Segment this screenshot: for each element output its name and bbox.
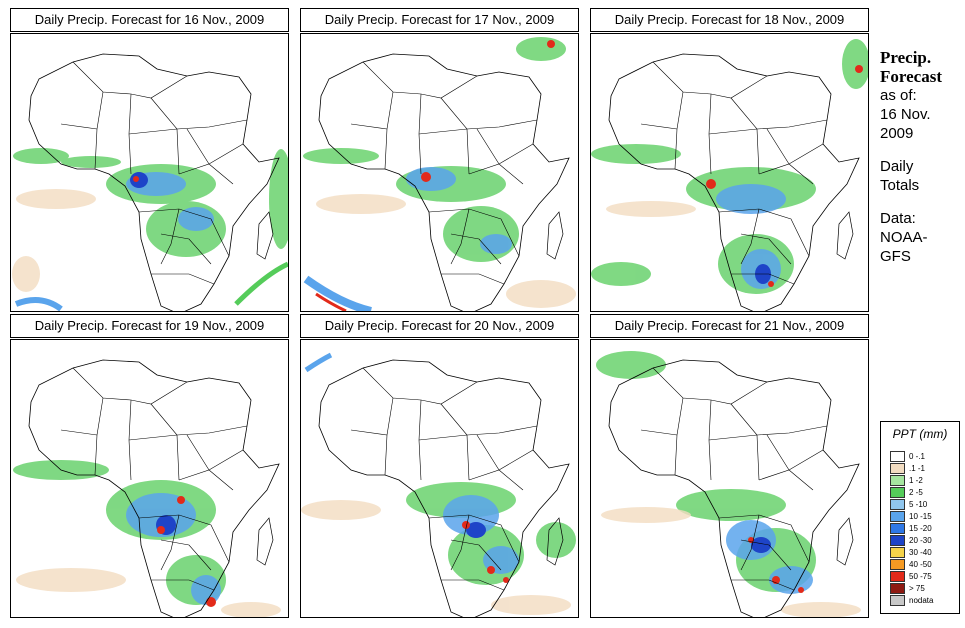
info-date-line1: 16 Nov. [880, 106, 931, 123]
legend-item: 40 -50 [890, 558, 933, 570]
info-source-line1: NOAA- [880, 229, 928, 246]
forecast-panel-16-nov: Daily Precip. Forecast for 16 Nov., 2009 [10, 8, 289, 314]
legend-label: .1 -1 [909, 463, 926, 473]
legend-swatch [890, 534, 905, 546]
legend-item: > 75 [890, 582, 933, 594]
legend-swatch [890, 462, 905, 474]
forecast-panel-19-nov: Daily Precip. Forecast for 19 Nov., 2009 [10, 314, 289, 620]
legend-swatch [890, 522, 905, 534]
legend-item: 1 -2 [890, 474, 933, 486]
legend-label: 15 -20 [909, 523, 932, 533]
legend-swatch [890, 546, 905, 558]
precip-map [590, 339, 869, 618]
legend-swatch [890, 558, 905, 570]
legend-item: 50 -75 [890, 570, 933, 582]
legend-swatch [890, 498, 905, 510]
legend-item: .1 -1 [890, 462, 933, 474]
info-asof: as of: [880, 87, 917, 104]
legend-label: 0 -.1 [909, 451, 926, 461]
legend-label: nodata [909, 595, 934, 605]
forecast-panel-18-nov: Daily Precip. Forecast for 18 Nov., 2009 [590, 8, 869, 314]
panel-title: Daily Precip. Forecast for 18 Nov., 2009 [590, 8, 869, 32]
legend-list: 0 -.1 .1 -1 1 -2 2 -5 5 -10 10 -15 15 -20 20 -3… [890, 450, 933, 606]
legend-item: 30 -40 [890, 546, 933, 558]
info-data-label: Data: [880, 210, 916, 227]
legend-item: 2 -5 [890, 486, 933, 498]
legend-label: 5 -10 [909, 499, 928, 509]
panel-title: Daily Precip. Forecast for 16 Nov., 2009 [10, 8, 289, 32]
legend-swatch [890, 510, 905, 522]
legend-label: > 75 [909, 583, 925, 593]
precip-legend: PPT (mm) 0 -.1 .1 -1 1 -2 2 -5 5 -10 10 -15 15… [880, 421, 960, 614]
legend-title: PPT (mm) [892, 427, 948, 441]
legend-item: 20 -30 [890, 534, 933, 546]
legend-label: 40 -50 [909, 559, 932, 569]
legend-label: 10 -15 [909, 511, 932, 521]
precip-map [10, 339, 289, 618]
legend-swatch [890, 582, 905, 594]
info-title-line2: Forecast [880, 67, 942, 86]
info-totals: Totals [880, 177, 920, 194]
legend-label: 2 -5 [909, 487, 923, 497]
precip-map [300, 339, 579, 618]
forecast-panel-20-nov: Daily Precip. Forecast for 20 Nov., 2009 [300, 314, 579, 620]
legend-swatch [890, 450, 905, 462]
legend-swatch [890, 570, 905, 582]
legend-label: 50 -75 [909, 571, 932, 581]
panel-title: Daily Precip. Forecast for 17 Nov., 2009 [300, 8, 579, 32]
panel-title: Daily Precip. Forecast for 20 Nov., 2009 [300, 314, 579, 338]
legend-label: 30 -40 [909, 547, 932, 557]
legend-swatch [890, 486, 905, 498]
panel-title: Daily Precip. Forecast for 19 Nov., 2009 [10, 314, 289, 338]
info-title-line1: Precip. [880, 48, 932, 67]
panel-title: Daily Precip. Forecast for 21 Nov., 2009 [590, 314, 869, 338]
legend-item: 0 -.1 [890, 450, 933, 462]
legend-label: 20 -30 [909, 535, 932, 545]
legend-item: nodata [890, 594, 933, 606]
info-date-line2: 2009 [880, 125, 914, 142]
legend-swatch [890, 594, 905, 606]
info-source-line2: GFS [880, 248, 911, 265]
precip-map [10, 33, 289, 312]
precip-map [300, 33, 579, 312]
legend-item: 5 -10 [890, 498, 933, 510]
forecast-panel-17-nov: Daily Precip. Forecast for 17 Nov., 2009 [300, 8, 579, 314]
legend-swatch [890, 474, 905, 486]
info-daily: Daily [880, 158, 914, 175]
forecast-info: Precip. Forecast as of: 16 Nov. 2009 Dai… [880, 48, 962, 266]
legend-label: 1 -2 [909, 475, 923, 485]
legend-item: 15 -20 [890, 522, 933, 534]
forecast-panel-21-nov: Daily Precip. Forecast for 21 Nov., 2009 [590, 314, 869, 620]
legend-item: 10 -15 [890, 510, 933, 522]
precip-map [590, 33, 869, 312]
